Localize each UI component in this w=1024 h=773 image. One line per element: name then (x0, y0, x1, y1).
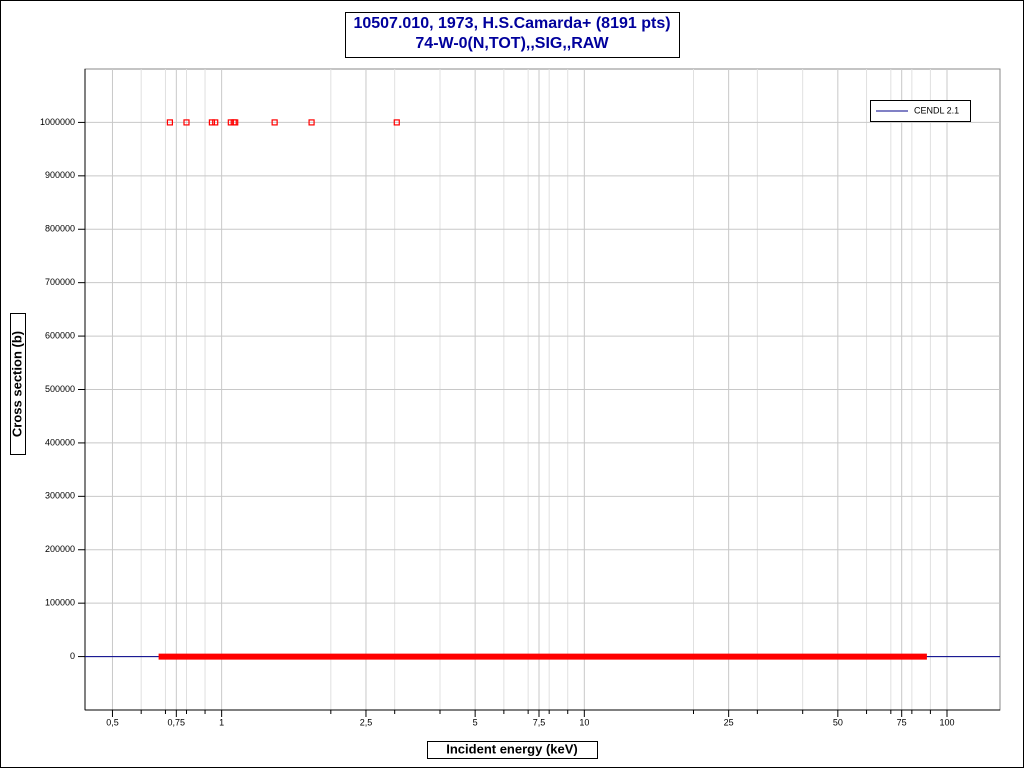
y-axis-label: Cross section (b) (9, 331, 24, 437)
x-tick-label: 0,75 (168, 717, 186, 727)
data-point (271, 119, 278, 126)
y-tick-label: 1000000 (40, 117, 75, 127)
data-point (212, 119, 219, 126)
y-label-box (10, 313, 26, 455)
data-point (232, 119, 239, 126)
y-tick-label: 900000 (45, 170, 75, 180)
legend-box (870, 100, 971, 122)
title-box (345, 12, 680, 58)
y-tick-label: 200000 (45, 544, 75, 554)
data-point (166, 119, 173, 126)
data-point (308, 119, 315, 126)
x-tick-label: 7,5 (533, 717, 546, 727)
data-point (183, 119, 190, 126)
y-tick-label: 300000 (45, 491, 75, 501)
x-axis-label: Incident energy (keV) (446, 741, 577, 756)
y-tick-label: 700000 (45, 277, 75, 287)
x-tick-label: 2,5 (360, 717, 373, 727)
y-tick-label: 400000 (45, 437, 75, 447)
chart-subtitle: 74-W-0(N,TOT),,SIG,,RAW (415, 35, 609, 52)
x-label-box (427, 741, 598, 759)
data-point (208, 119, 215, 126)
x-tick-label: 0,5 (106, 717, 119, 727)
x-tick-label: 5 (473, 717, 478, 727)
x-tick-label: 100 (939, 717, 954, 727)
x-tick-label: 1 (219, 717, 224, 727)
chart-title: 10507.010, 1973, H.S.Camarda+ (8191 pts) (353, 15, 670, 32)
y-tick-label: 0 (70, 651, 75, 661)
x-tick-label: 10 (579, 717, 589, 727)
x-tick-label: 25 (724, 717, 734, 727)
y-tick-label: 500000 (45, 384, 75, 394)
y-tick-label: 600000 (45, 330, 75, 340)
x-tick-label: 50 (833, 717, 843, 727)
x-tick-label: 75 (897, 717, 907, 727)
data-point (393, 119, 400, 126)
y-tick-label: 100000 (45, 598, 75, 608)
legend-label: CENDL 2.1 (914, 105, 959, 115)
y-tick-label: 800000 (45, 224, 75, 234)
